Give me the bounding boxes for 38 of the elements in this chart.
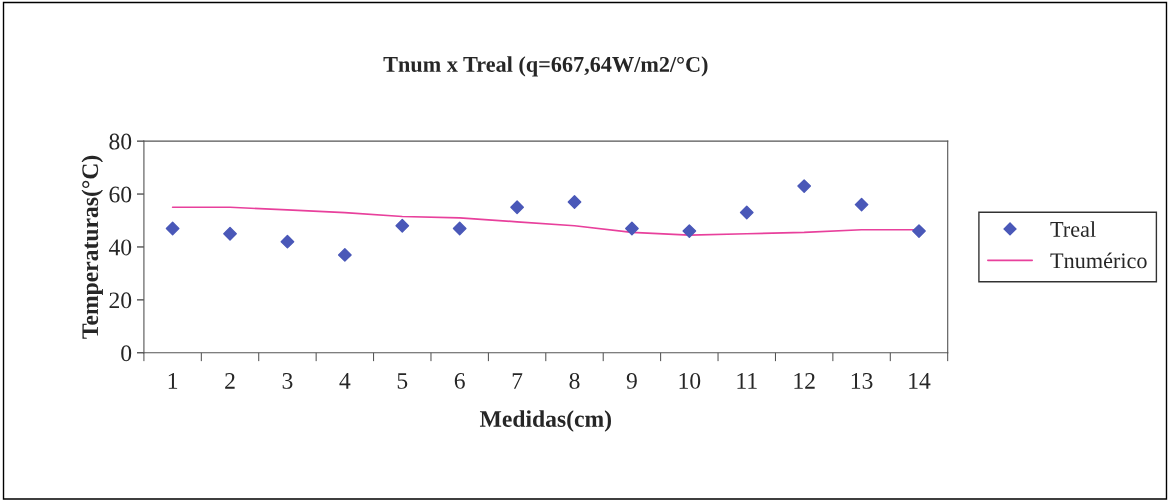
y-tick-label: 20: [109, 292, 132, 309]
x-tick-label: 8: [569, 372, 580, 389]
point: [165, 221, 180, 236]
point: [739, 205, 754, 220]
point: [567, 195, 582, 209]
y-tick-label: 40: [108, 239, 132, 256]
x-tick-label: 3: [282, 372, 293, 389]
x-tick-label: 10: [679, 372, 701, 389]
point: [625, 221, 639, 236]
x-axis-title: Medidas(cm): [479, 410, 611, 432]
y-tick-label: 80: [109, 133, 132, 150]
x-tick-label: 4: [339, 373, 351, 389]
point: [337, 247, 352, 262]
x-tick-label: 12: [794, 372, 815, 389]
point: [682, 224, 697, 238]
point: [797, 179, 812, 194]
point: [223, 226, 237, 241]
x-tick-label: 2: [225, 372, 235, 389]
point: [280, 234, 295, 249]
x-tick-label: 11: [737, 373, 757, 389]
y-tick-label: 60: [109, 186, 132, 203]
point: [395, 218, 410, 233]
x-tick-label: 1: [168, 373, 178, 389]
x-tick-label: 6: [454, 372, 465, 389]
point: [912, 224, 926, 238]
x-tick-label: 9: [626, 372, 637, 389]
point: [452, 221, 467, 236]
point: [510, 200, 525, 215]
x-tick-label: 14: [909, 373, 931, 389]
point: [854, 197, 869, 212]
x-tick-label: 7: [512, 373, 523, 389]
x-tick-label: 5: [397, 373, 408, 389]
y-tick-label: 0: [121, 345, 132, 362]
chart-title: Tnum x Treal (q=667,64W/m2/°C): [383, 56, 708, 77]
x-tick-label: 13: [851, 372, 873, 389]
legend-label: Treal: [1050, 221, 1096, 237]
y-axis-title: Temperaturas(°C): [81, 155, 103, 339]
legend-label: Tnumérico: [1050, 252, 1147, 269]
